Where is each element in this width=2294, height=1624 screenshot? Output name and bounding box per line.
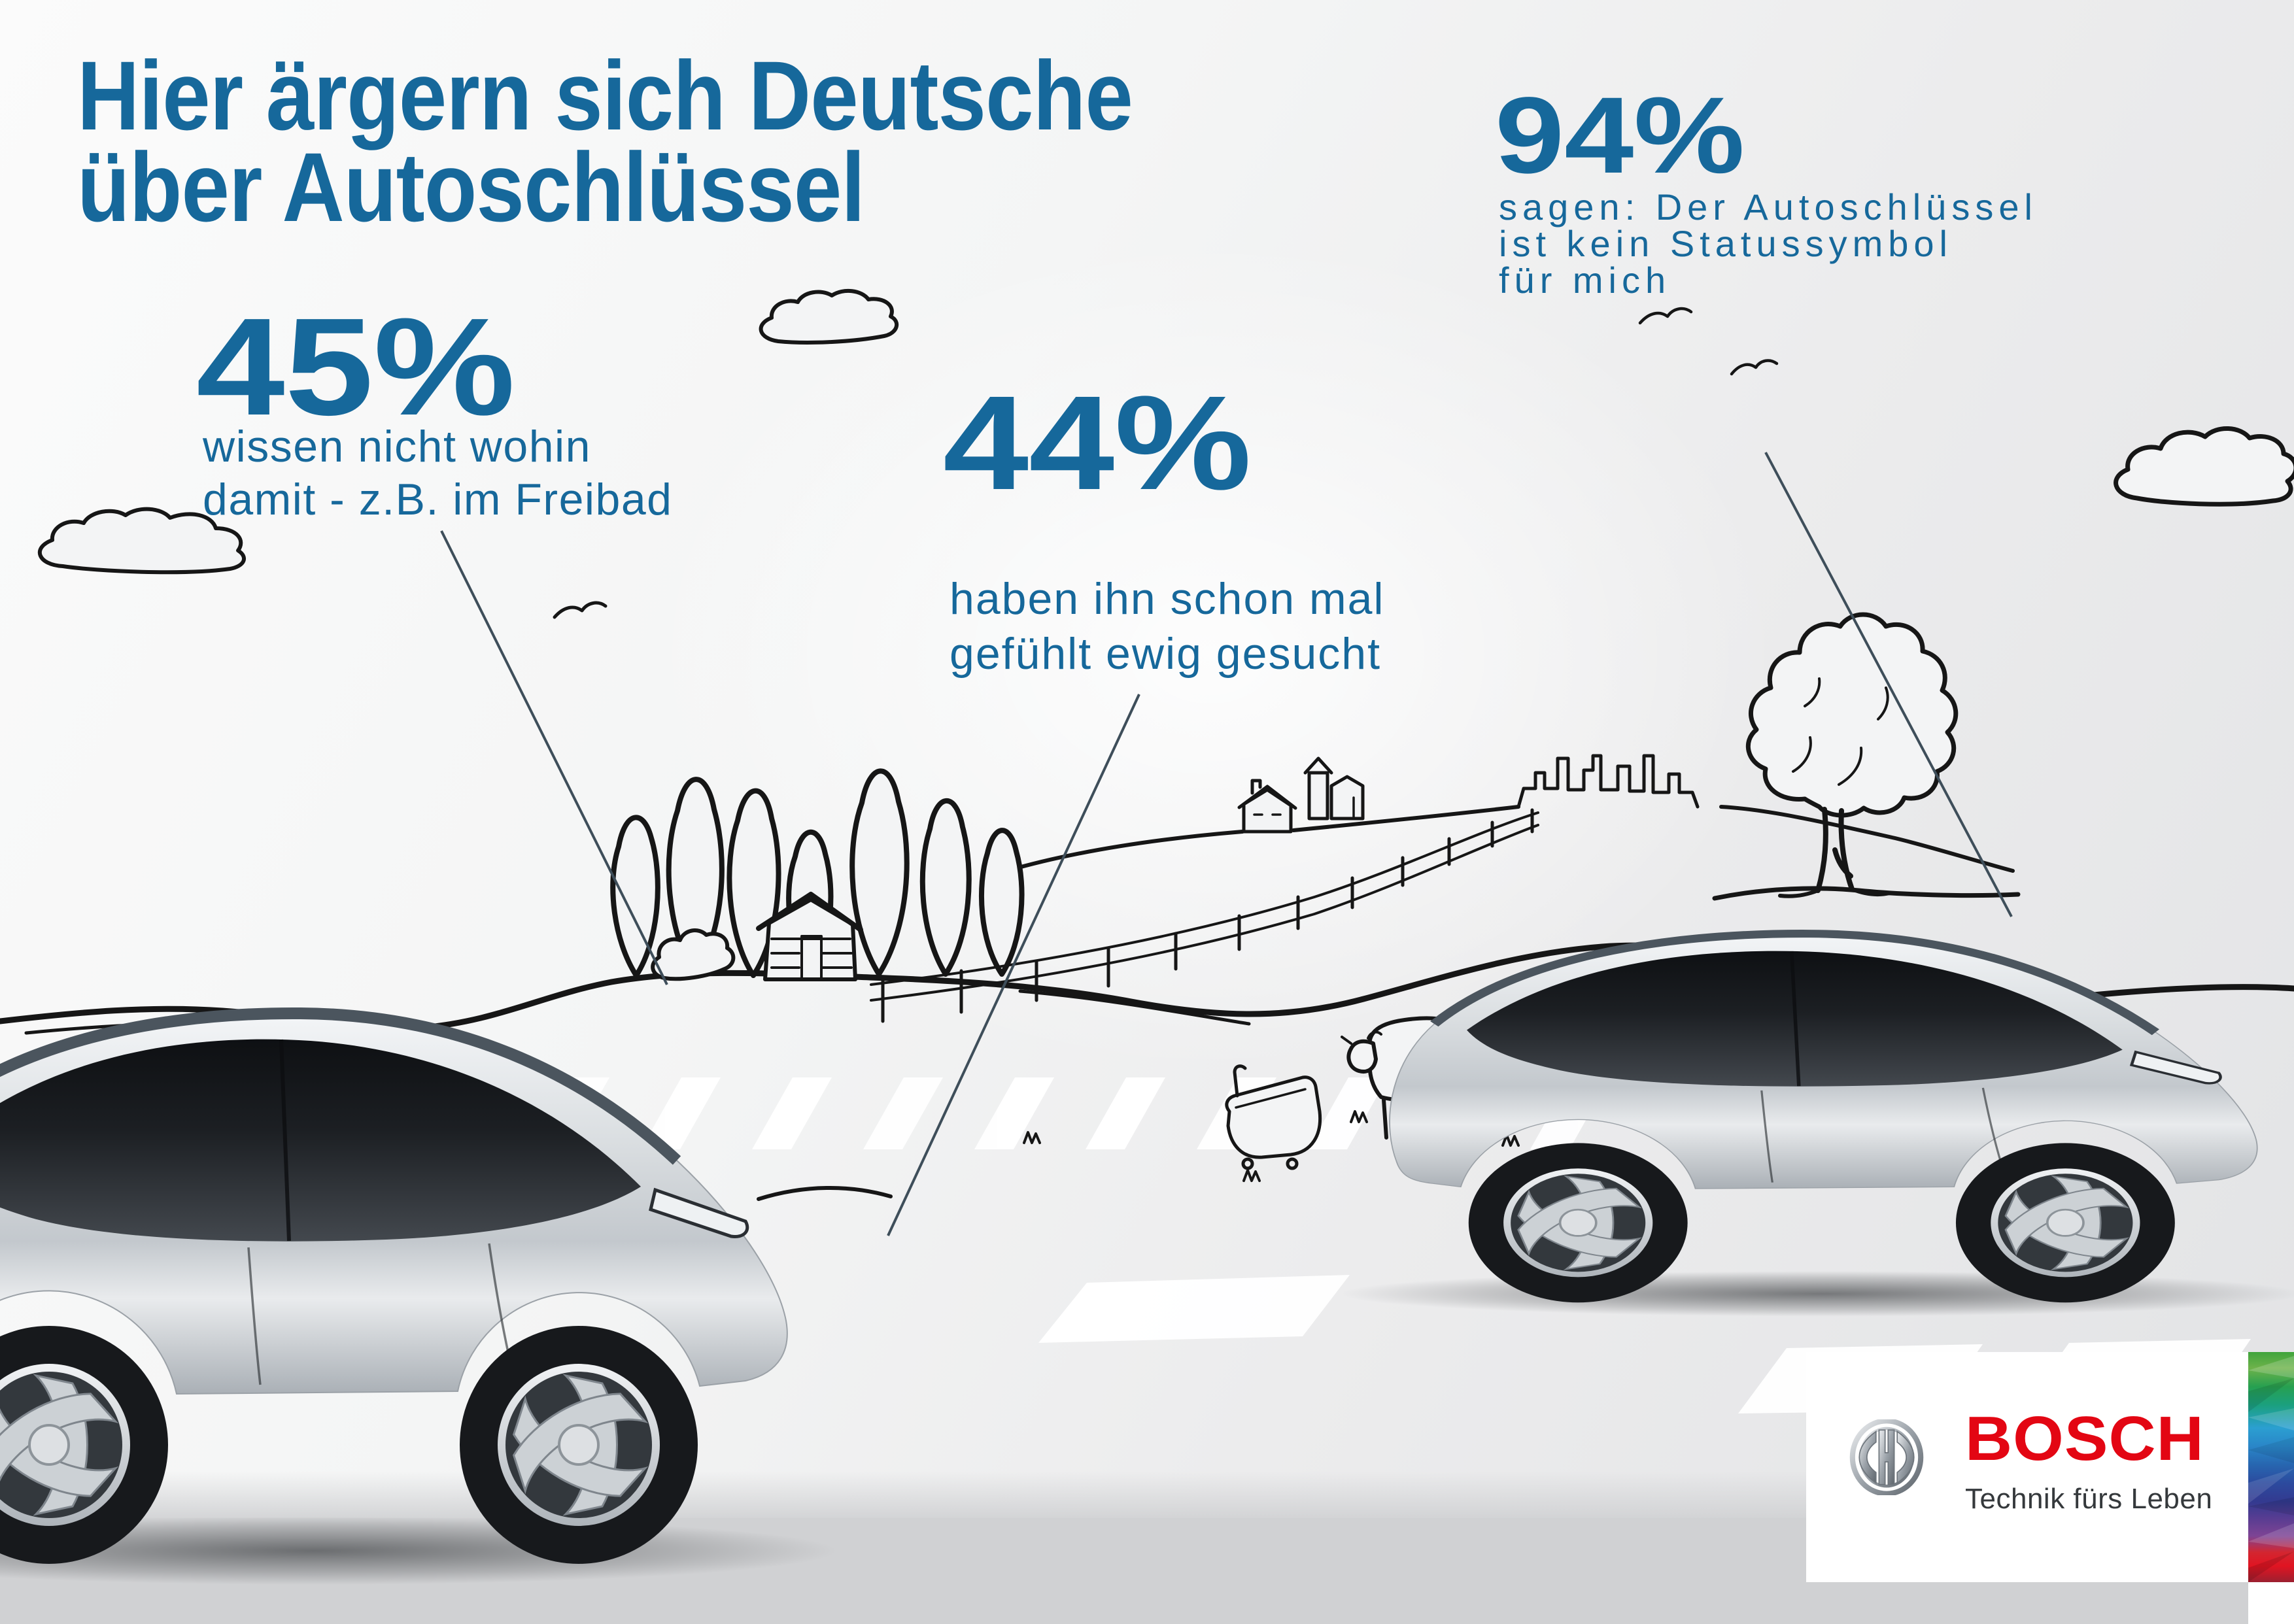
- cloud-icon: [38, 507, 246, 575]
- fence-icon: [870, 808, 1539, 1023]
- leader-line-45: [440, 530, 668, 985]
- stat-94-line-1: sagen: Der Autoschlüssel: [1499, 186, 2038, 228]
- bosch-supergraphic-strip: [2248, 1352, 2294, 1582]
- page-title: Hier ärgern sich Deutsche über Autoschlü…: [77, 41, 1133, 242]
- stat-94-line-2: ist kein Statussymbol: [1499, 223, 1953, 264]
- stat-44-value: 44%: [943, 368, 1252, 518]
- bush-icon: [651, 928, 736, 981]
- tree-cluster-icon: [610, 768, 1025, 978]
- bosch-logo-box: BOSCH Technik fürs Leben: [1806, 1352, 2248, 1582]
- stat-45-line-1: wissen nicht wohin: [203, 422, 591, 471]
- bosch-tagline: Technik fürs Leben: [1965, 1483, 2213, 1515]
- bathtub-icon: [1225, 1064, 1322, 1170]
- stat-94-value: 94%: [1495, 75, 1745, 196]
- stat-44-line-1: haben ihn schon mal: [950, 574, 1385, 624]
- big-tree-icon: [1712, 612, 2021, 901]
- bird-icon: [1730, 359, 1779, 376]
- leader-line-94: [1764, 452, 2013, 917]
- farmhouse-icon: [1237, 779, 1297, 834]
- bird-icon: [553, 601, 608, 619]
- city-skyline-icon: [1516, 754, 1700, 809]
- bosch-anchor-icon: [1849, 1419, 1924, 1495]
- far-ridge: [1005, 805, 2015, 873]
- silo-barn-icon: [1303, 756, 1365, 820]
- title-line-1: Hier ärgern sich Deutsche: [77, 41, 1133, 150]
- supergraphic-facets: [2248, 1356, 2294, 1582]
- cabin-icon: [756, 892, 863, 981]
- stat-45-line-2: damit - z.B. im Freibad: [203, 475, 673, 524]
- bosch-wordmark: BOSCH: [1965, 1404, 2204, 1474]
- mound: [757, 1185, 893, 1201]
- stat-44-line-2: gefühlt ewig gesucht: [950, 629, 1381, 679]
- cloud-icon: [759, 288, 899, 345]
- leader-line-44: [887, 694, 1140, 1236]
- stat-44-label: haben ihn schon mal gefühlt ewig gesucht: [950, 571, 1385, 681]
- bird-icon: [1638, 307, 1693, 325]
- leader-lines: [440, 452, 2013, 1236]
- stat-94-label: sagen: Der Autoschlüssel ist kein Status…: [1499, 189, 2038, 299]
- footer-corner: [2248, 1582, 2294, 1624]
- cloud-icon: [2114, 426, 2294, 507]
- stat-94-line-3: für mich: [1499, 260, 1671, 301]
- stat-45-label: wissen nicht wohin damit - z.B. im Freib…: [203, 420, 672, 526]
- title-line-2: über Autoschlüssel: [77, 132, 865, 242]
- stat-45-value: 45%: [196, 289, 515, 444]
